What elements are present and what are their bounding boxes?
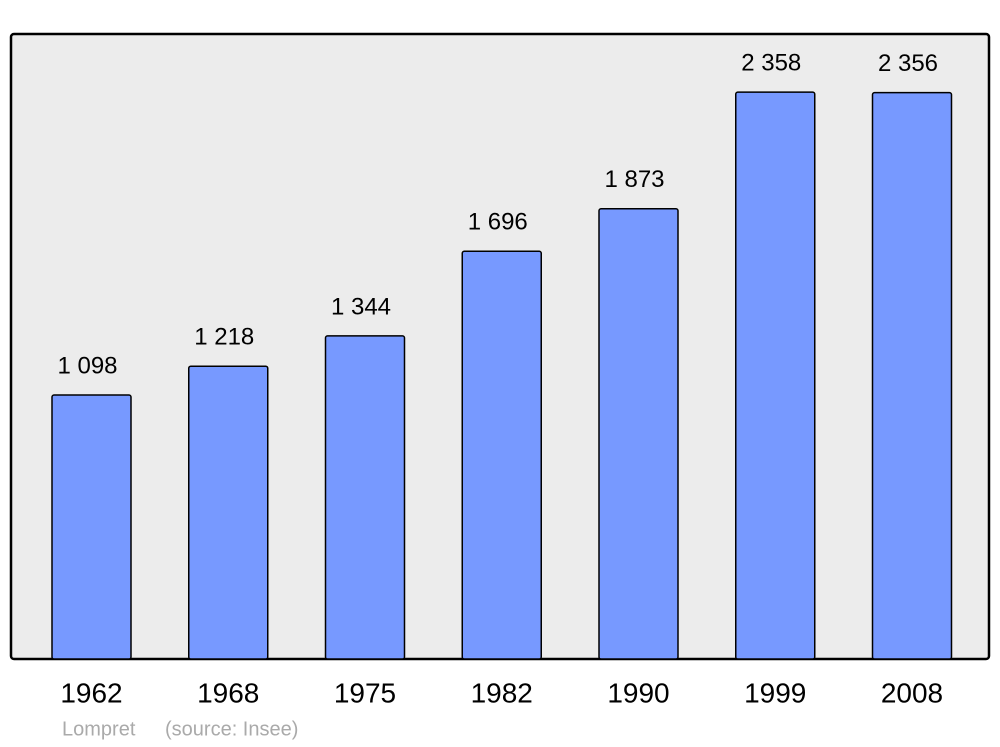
chart-title: Lompret [62, 718, 136, 740]
x-tick-label: 2008 [881, 677, 943, 708]
bar [598, 208, 679, 660]
bar [188, 365, 269, 660]
source-note: (source: Insee) [165, 718, 298, 740]
value-label: 2 358 [741, 50, 801, 77]
bar [324, 335, 406, 660]
value-label: 2 356 [878, 50, 938, 77]
x-tick-label: 1975 [334, 677, 396, 708]
bar [461, 250, 542, 660]
bar [51, 394, 132, 660]
value-label: 1 218 [194, 324, 254, 351]
bar [735, 91, 816, 660]
x-tick-label: 1990 [607, 677, 669, 708]
bar [871, 91, 953, 660]
value-label: 1 098 [57, 352, 117, 379]
x-tick-label: 1968 [197, 677, 259, 708]
value-label: 1 873 [604, 166, 664, 193]
x-tick-label: 1962 [60, 677, 122, 708]
value-label: 1 344 [331, 293, 391, 320]
value-label: 1 696 [468, 209, 528, 236]
x-tick-label: 1982 [471, 677, 533, 708]
x-tick-label: 1999 [744, 677, 806, 708]
